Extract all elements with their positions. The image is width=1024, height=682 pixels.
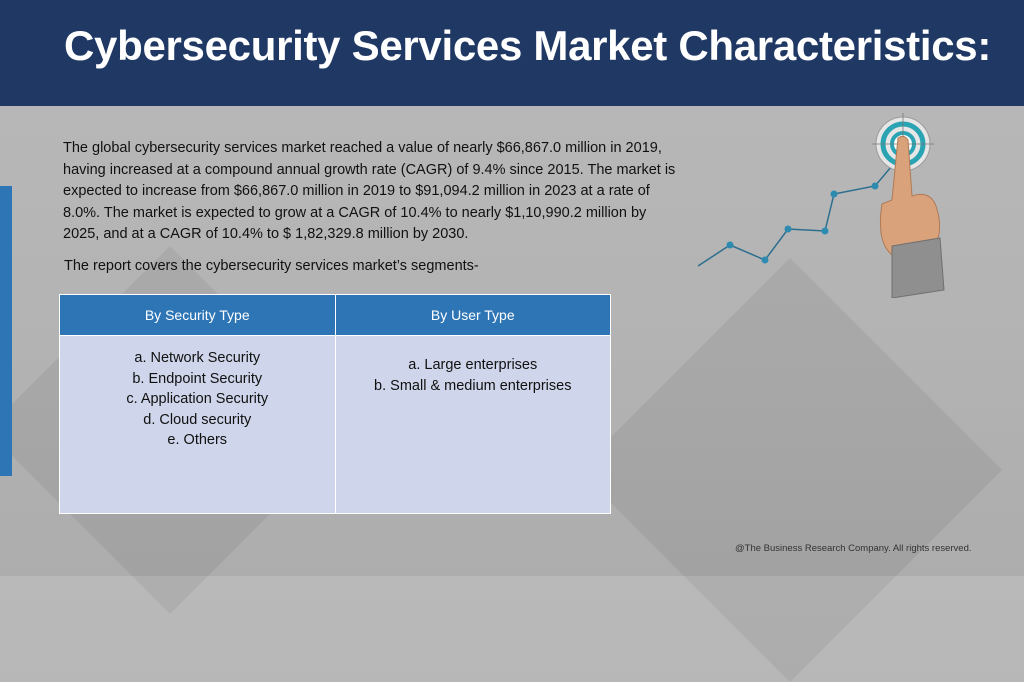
- market-paragraph: The global cybersecurity services market…: [63, 140, 676, 242]
- growth-line-icon: [697, 159, 898, 267]
- header-user-type: By User Type: [334, 294, 611, 336]
- list-item: b. Endpoint Security: [132, 370, 263, 387]
- copyright-footer: @The Business Research Company. All righ…: [735, 543, 972, 554]
- user-type-cell: a. Large enterprises b. Small & medium e…: [334, 335, 611, 514]
- pointing-hand-icon: [879, 135, 945, 298]
- list-item: a. Large enterprises: [408, 357, 538, 373]
- growth-target-illustration: [697, 113, 945, 298]
- list-item: a. Network Security: [134, 350, 261, 366]
- security-type-cell: a. Network Security b. Endpoint Security…: [59, 335, 336, 514]
- page-title: Cybersecurity Services Market Characteri…: [64, 22, 992, 69]
- background-shape: [577, 257, 1003, 682]
- table-header-row: By Security Type By User Type: [59, 294, 611, 336]
- table-row: a. Network Security b. Endpoint Security…: [59, 335, 611, 514]
- segments-intro: The report covers the cybersecurity serv…: [64, 258, 479, 274]
- header-security-type: By Security Type: [59, 294, 336, 336]
- list-item: c. Application Security: [126, 391, 269, 407]
- accent-bar: [0, 186, 12, 476]
- segments-table: By Security Type By User Type a. Network…: [59, 294, 611, 514]
- list-item: b. Small & medium enterprises: [374, 377, 572, 394]
- header-bar: Cybersecurity Services Market Characteri…: [0, 0, 1024, 106]
- security-type-list: a. Network Security b. Endpoint Security…: [61, 337, 334, 451]
- list-item: e. Others: [167, 432, 228, 448]
- list-item: d. Cloud security: [143, 411, 252, 428]
- user-type-list: a. Large enterprises b. Small & medium e…: [337, 337, 610, 396]
